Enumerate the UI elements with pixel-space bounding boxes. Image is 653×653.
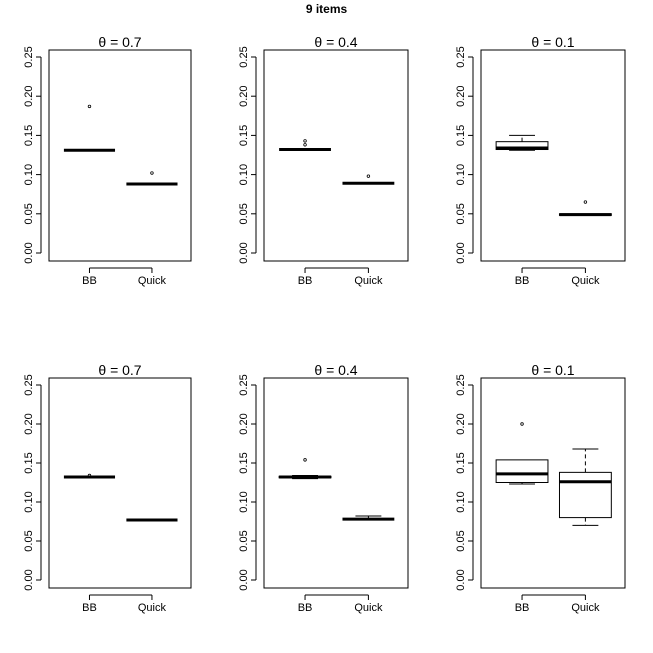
y-tick-label: 0.25 xyxy=(238,374,250,395)
y-tick-label: 0.25 xyxy=(23,46,35,67)
box-quick xyxy=(558,200,612,217)
x-tick-label: Quick xyxy=(354,602,383,614)
panel-title: θ = 0.1 xyxy=(531,34,574,50)
outlier-point xyxy=(366,174,371,178)
y-tick-label: 0.05 xyxy=(23,530,35,551)
box-quick xyxy=(558,448,612,526)
plot-frame xyxy=(48,49,192,262)
y-tick-label: 0.00 xyxy=(455,242,467,263)
y-tick-label: 0.00 xyxy=(455,569,467,590)
plot-frame xyxy=(480,377,626,589)
x-tick-label: Quick xyxy=(138,602,167,614)
panel-title: θ = 0.4 xyxy=(314,34,357,50)
iqr-box xyxy=(495,459,549,484)
y-tick-label: 0.25 xyxy=(455,374,467,395)
y-tick-label: 0.20 xyxy=(455,85,467,106)
figure-title: 9 items xyxy=(305,2,348,16)
x-tick-label: Quick xyxy=(138,275,167,287)
y-tick-label: 0.00 xyxy=(238,242,250,263)
y-tick-label: 0.00 xyxy=(23,569,35,590)
boxplot-panel-4: θ = 0.7 0.00 0.05 0.10 0.15 0.20 0.25 BB Quick xyxy=(23,362,192,614)
y-tick-label: 0.20 xyxy=(23,85,35,106)
outlier-point xyxy=(303,458,307,462)
y-tick-label: 0.25 xyxy=(23,374,35,395)
outlier-point xyxy=(583,200,588,204)
plot-frame xyxy=(263,49,409,262)
outlier-point xyxy=(87,104,92,109)
outlier-point xyxy=(303,143,307,147)
plot-frame xyxy=(48,377,192,589)
panel-title: θ = 0.7 xyxy=(98,34,141,50)
panel-title: θ = 0.1 xyxy=(531,362,574,378)
panel-title: θ = 0.4 xyxy=(314,362,357,378)
y-tick-label: 0.00 xyxy=(23,242,35,263)
y-tick-label: 0.05 xyxy=(455,530,467,551)
y-tick-label: 0.05 xyxy=(23,203,35,224)
boxplot-panel-3: θ = 0.1 0.00 0.05 0.10 0.15 0.20 0.25 BB Quick xyxy=(455,34,626,287)
outlier-point xyxy=(303,139,307,143)
y-tick-label: 0.15 xyxy=(455,125,467,146)
plot-frame xyxy=(263,377,409,589)
x-tick-label: BB xyxy=(82,275,97,287)
y-tick-label: 0.20 xyxy=(23,413,35,434)
y-tick-label: 0.00 xyxy=(238,569,250,590)
y-tick-label: 0.25 xyxy=(238,46,250,67)
y-tick-label: 0.15 xyxy=(238,125,250,146)
x-tick-label: Quick xyxy=(571,602,600,614)
y-tick-label: 0.10 xyxy=(455,491,467,512)
y-tick-label: 0.25 xyxy=(455,46,467,67)
x-tick-label: BB xyxy=(515,275,530,287)
y-tick-label: 0.10 xyxy=(238,491,250,512)
x-tick-label: BB xyxy=(298,602,313,614)
plot-frame xyxy=(480,49,626,262)
panel-title: θ = 0.7 xyxy=(98,362,141,378)
box-bb xyxy=(279,139,331,152)
y-tick-label: 0.20 xyxy=(238,413,250,434)
outlier-point xyxy=(150,171,154,175)
x-tick-label: Quick xyxy=(354,275,383,287)
y-tick-label: 0.10 xyxy=(455,164,467,185)
y-tick-label: 0.10 xyxy=(238,164,250,185)
y-tick-label: 0.15 xyxy=(238,452,250,473)
y-tick-label: 0.15 xyxy=(455,452,467,473)
y-tick-label: 0.05 xyxy=(455,203,467,224)
x-tick-label: BB xyxy=(515,602,530,614)
outlier-point xyxy=(87,473,92,478)
box-bb xyxy=(278,458,332,480)
boxplot-panel-2: θ = 0.4 0.00 0.05 0.10 0.15 0.20 0.25 BB Quick xyxy=(238,34,409,287)
box-quick xyxy=(342,174,395,185)
y-tick-label: 0.20 xyxy=(455,413,467,434)
outlier-point xyxy=(520,422,524,426)
y-tick-label: 0.20 xyxy=(238,85,250,106)
y-tick-label: 0.15 xyxy=(23,452,35,473)
y-tick-label: 0.15 xyxy=(23,125,35,146)
box-quick xyxy=(126,171,178,186)
iqr-box xyxy=(495,141,549,151)
x-tick-label: BB xyxy=(82,602,97,614)
boxplot-panel-1: θ = 0.7 0.00 0.05 0.10 0.15 0.20 0.25 BB Quick xyxy=(23,34,192,287)
x-tick-label: BB xyxy=(298,275,313,287)
boxplot-panel-6: θ = 0.1 0.00 0.05 0.10 0.15 0.20 0.25 BB Quick xyxy=(455,362,626,614)
y-tick-label: 0.05 xyxy=(238,203,250,224)
box-quick xyxy=(342,515,395,521)
y-tick-label: 0.10 xyxy=(23,491,35,512)
boxplot-panel-5: θ = 0.4 0.00 0.05 0.10 0.15 0.20 0.25 BB Quick xyxy=(238,362,409,614)
box-bb xyxy=(63,473,116,479)
y-tick-label: 0.05 xyxy=(238,530,250,551)
box-bb xyxy=(495,422,549,485)
box-bb xyxy=(63,104,116,152)
box-bb xyxy=(495,134,549,151)
x-tick-label: Quick xyxy=(571,275,600,287)
iqr-box xyxy=(558,471,612,519)
y-tick-label: 0.10 xyxy=(23,164,35,185)
